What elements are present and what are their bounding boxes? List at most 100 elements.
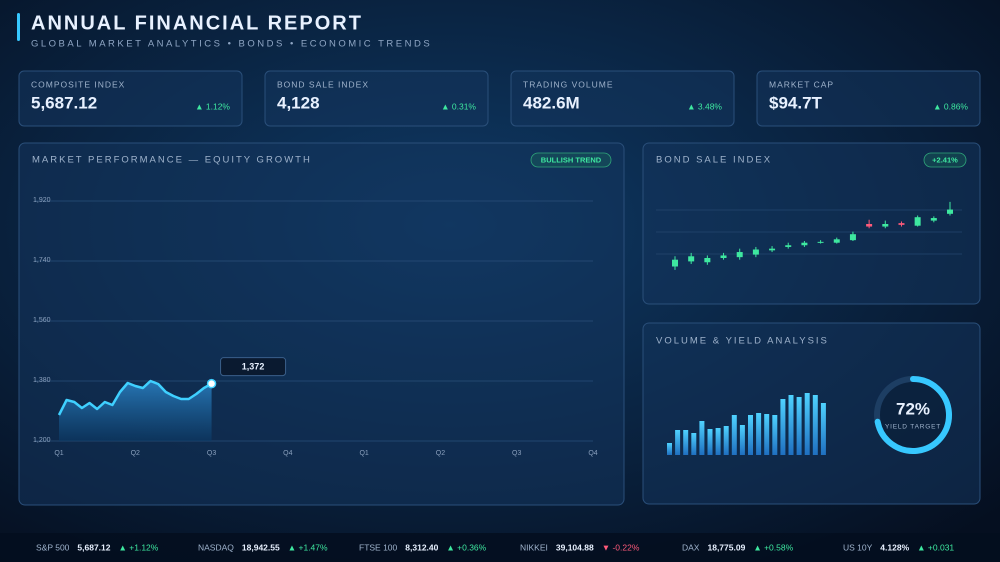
candle-body	[688, 256, 695, 262]
kpi-change: ▲ 1.12%	[195, 101, 230, 111]
ticker-change: ▲ +0.58%	[753, 542, 793, 552]
bar	[691, 433, 697, 455]
bar	[820, 403, 826, 455]
candle-body	[866, 224, 873, 227]
bar	[772, 415, 778, 455]
line	[57, 379, 213, 416]
bar	[707, 429, 713, 455]
ticker-bar	[0, 533, 1000, 562]
badge	[530, 152, 612, 168]
kpi-label: TRADING VOLUME	[523, 79, 614, 89]
performance-panel	[18, 142, 625, 506]
bar	[764, 414, 770, 455]
bar	[731, 415, 737, 455]
ticker-name: NIKKEI	[520, 542, 548, 552]
page-subtitle: GLOBAL MARKET ANALYTICS • BONDS • ECONOM…	[31, 39, 432, 50]
candle-body	[817, 241, 824, 243]
candle-body	[914, 217, 921, 226]
kpi-card	[18, 70, 243, 127]
candle-body	[833, 239, 840, 243]
candle-body	[769, 248, 776, 251]
candle-body	[752, 249, 759, 255]
candle-body	[849, 234, 856, 241]
ticker-name: S&P 500	[36, 542, 70, 552]
ticker-change: ▲ +1.12%	[119, 542, 159, 552]
candle-body	[898, 223, 905, 225]
ticker-change: ▼ -0.22%	[602, 542, 640, 552]
ticker-value: 18,942.55	[242, 542, 280, 552]
value-label-box	[220, 357, 287, 377]
bar	[748, 415, 753, 455]
y-tick-label: 1,740	[33, 257, 51, 264]
panel-title: MARKET PERFORMANCE — EQUITY GROWTH	[32, 155, 312, 166]
value-label: 1,372	[242, 362, 265, 372]
kpi-label: BOND SALE INDEX	[277, 79, 369, 89]
bar	[804, 393, 810, 455]
bond-panel	[642, 142, 981, 305]
gauge-value: 72%	[896, 399, 930, 418]
kpi-card	[756, 70, 981, 127]
kpi-value: 5,687.12	[31, 93, 97, 112]
kpi-value: 4,128	[277, 93, 320, 112]
bar	[683, 430, 689, 455]
ticker-value: 4.128%	[880, 542, 909, 552]
candle-body	[672, 259, 678, 267]
x-tick-label: Q2	[131, 450, 140, 457]
gauge-label: YIELD TARGET	[885, 424, 941, 431]
candle-body	[947, 209, 953, 214]
kpi-label: COMPOSITE INDEX	[31, 79, 125, 89]
volume-panel	[642, 322, 981, 505]
candle-body	[704, 258, 711, 263]
candle-body	[801, 242, 808, 246]
y-tick-label: 1,380	[33, 377, 51, 384]
ticker-name: US 10Y	[843, 542, 873, 552]
x-tick-label: Q1	[54, 450, 63, 457]
badge	[923, 152, 967, 168]
area	[59, 381, 212, 441]
title-accent	[17, 13, 20, 41]
ticker-value: 39,104.88	[556, 542, 594, 552]
ticker-change: ▲ +1.47%	[288, 542, 328, 552]
kpi-label: MARKET CAP	[769, 79, 834, 89]
ticker-name: NASDAQ	[198, 542, 234, 552]
kpi-change: ▲ 3.48%	[687, 101, 722, 111]
bar	[796, 397, 802, 455]
bar	[812, 395, 818, 455]
x-tick-label: Q4	[283, 450, 292, 457]
candle-body	[720, 255, 727, 258]
ticker-change: ▲ +0.36%	[446, 542, 486, 552]
y-tick-label: 1,200	[33, 437, 51, 444]
kpi-change: ▲ 0.31%	[441, 101, 476, 111]
y-tick-label: 1,560	[33, 317, 51, 324]
candle-body	[882, 224, 889, 227]
ticker-name: FTSE 100	[359, 542, 398, 552]
bar	[780, 399, 786, 455]
bar	[739, 425, 745, 455]
x-tick-label: Q3	[207, 450, 216, 457]
x-tick-label: Q2	[436, 450, 445, 457]
badge-text: +2.41%	[932, 155, 958, 164]
page-title: ANNUAL FINANCIAL REPORT	[31, 12, 363, 34]
ticker-value: 5,687.12	[77, 542, 110, 552]
ticker-change: ▲ +0.031	[917, 542, 954, 552]
x-tick-label: Q3	[512, 450, 521, 457]
bar	[723, 426, 729, 455]
candle-body	[785, 245, 792, 247]
badge-text: BULLISH TREND	[541, 155, 602, 164]
bar	[756, 413, 762, 455]
bar	[788, 395, 794, 455]
ticker-name: DAX	[682, 542, 700, 552]
candle-body	[736, 252, 743, 258]
bar	[715, 428, 721, 455]
point	[206, 378, 217, 389]
panel-title: VOLUME & YIELD ANALYSIS	[656, 336, 829, 347]
panel-title: BOND SALE INDEX	[656, 155, 772, 166]
x-tick-label: Q1	[359, 450, 368, 457]
y-tick-label: 1,920	[33, 197, 51, 204]
ticker-value: 18,775.09	[707, 542, 745, 552]
x-tick-label: Q4	[588, 450, 597, 457]
ticker-value: 8,312.40	[405, 542, 438, 552]
bar	[667, 443, 672, 455]
candle-body	[930, 218, 937, 221]
kpi-change: ▲ 0.86%	[933, 101, 968, 111]
